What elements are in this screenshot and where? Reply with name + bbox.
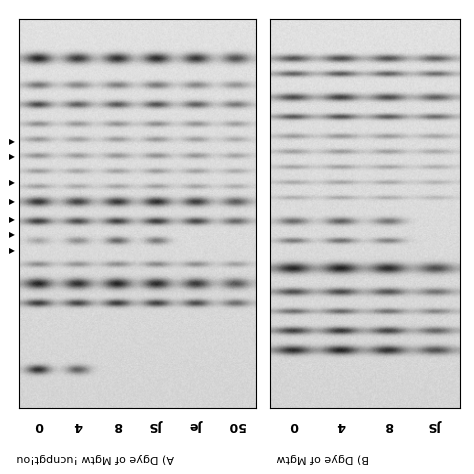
Text: 0: 0 [34, 419, 43, 432]
Text: ▶: ▶ [9, 137, 15, 146]
Text: A) Dgye of Mgtw !ucnpgt!ou: A) Dgye of Mgtw !ucnpgt!ou [16, 453, 173, 463]
Text: JS: JS [150, 419, 164, 432]
Text: 0: 0 [290, 419, 298, 432]
Text: ▶: ▶ [9, 178, 15, 187]
Text: ▶: ▶ [9, 197, 15, 206]
Text: 4: 4 [337, 419, 346, 432]
Text: 4: 4 [74, 419, 82, 432]
Text: 50: 50 [228, 419, 245, 432]
Text: ▶: ▶ [9, 230, 15, 239]
Text: B) Dgye of Mgtw: B) Dgye of Mgtw [276, 453, 369, 463]
Text: ▶: ▶ [9, 215, 15, 224]
Text: Je: Je [190, 419, 203, 432]
Text: ▶: ▶ [9, 246, 15, 255]
Text: ▶: ▶ [9, 153, 15, 162]
Text: 8: 8 [384, 419, 393, 432]
Text: 8: 8 [113, 419, 122, 432]
Text: JS: JS [429, 419, 443, 432]
